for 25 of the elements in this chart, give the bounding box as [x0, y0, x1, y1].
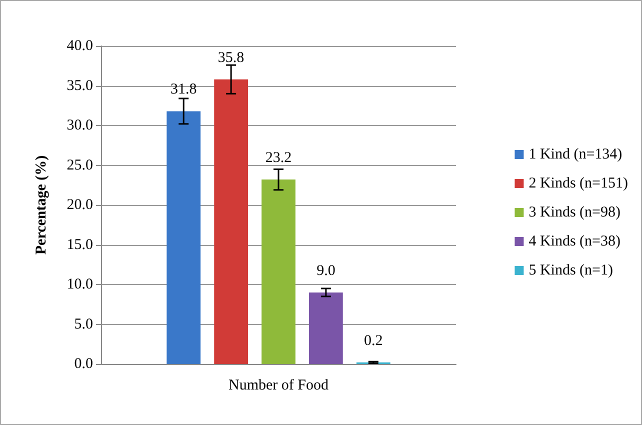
data-label: 0.2	[364, 332, 383, 349]
y-tick-label: 25.0	[66, 157, 93, 174]
y-tick-label: 5.0	[74, 316, 93, 332]
y-tick-label: 0.0	[74, 356, 93, 372]
bar	[214, 79, 248, 364]
y-axis-title: Percentage (%)	[34, 155, 50, 255]
data-label: 35.8	[218, 50, 244, 66]
y-tick-label: 35.0	[66, 78, 93, 94]
data-label: 9.0	[316, 262, 336, 279]
y-tick-label: 10.0	[66, 276, 93, 292]
bar	[262, 180, 296, 364]
legend-label: 5 Kinds (n=1)	[528, 262, 614, 278]
data-label: 31.8	[170, 82, 197, 98]
x-axis-title: Number of Food	[228, 378, 329, 394]
legend-label: 2 Kinds (n=151)	[528, 176, 628, 192]
legend-label: 4 Kinds (n=38)	[528, 234, 621, 250]
y-tick-label: 20.0	[66, 197, 93, 213]
bar	[309, 292, 343, 364]
bar	[166, 111, 201, 364]
legend-label: 3 Kinds (n=98)	[528, 204, 621, 220]
y-tick-label: 15.0	[66, 236, 93, 253]
y-tick-label: 40.0	[66, 38, 93, 54]
y-tick-label: 30.0	[66, 118, 93, 134]
data-label: 23.2	[265, 150, 292, 166]
legend-label: 1 Kind (n=134)	[528, 146, 622, 162]
